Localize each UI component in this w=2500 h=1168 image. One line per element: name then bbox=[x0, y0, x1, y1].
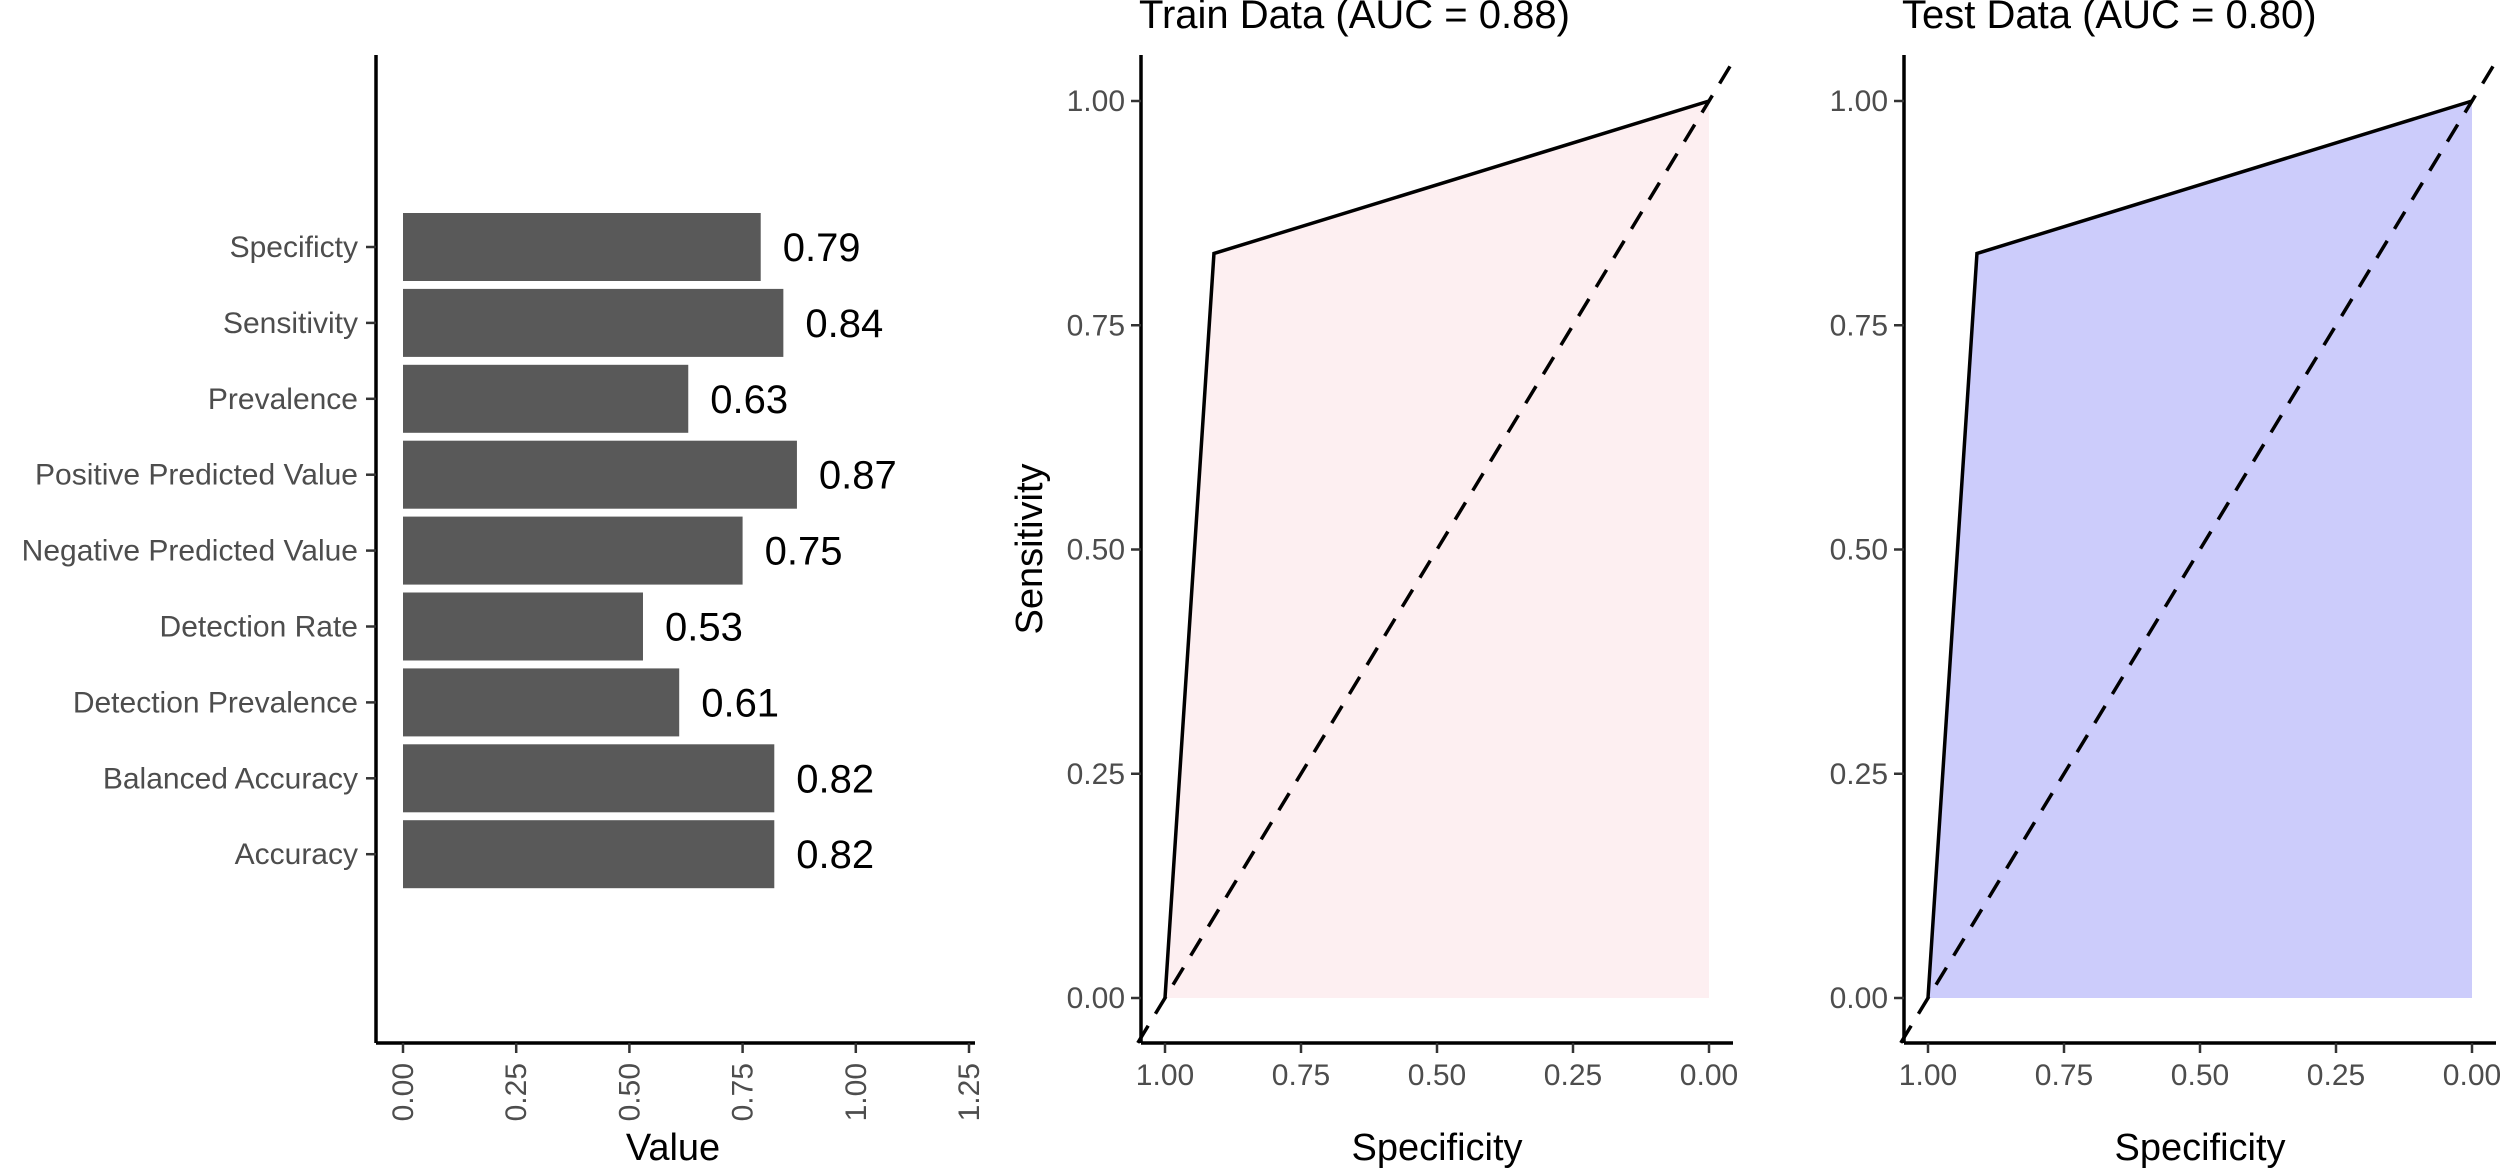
category-label: Detection Prevalence bbox=[73, 686, 358, 719]
data-label: 0.82 bbox=[796, 757, 874, 801]
data-label: 0.84 bbox=[805, 302, 883, 346]
bar bbox=[403, 516, 743, 585]
x-tick-label: 0.75 bbox=[1272, 1059, 1330, 1092]
x-tick-label: 1.00 bbox=[1899, 1059, 1957, 1092]
x-tick-label: 0.75 bbox=[2035, 1059, 2093, 1092]
bar bbox=[403, 592, 643, 661]
bar bbox=[403, 668, 680, 737]
y-tick-label: 0.75 bbox=[1067, 309, 1125, 342]
reference-diagonal bbox=[1899, 55, 2500, 1044]
data-label: 0.53 bbox=[665, 606, 743, 650]
y-tick-label: 0.25 bbox=[1067, 758, 1125, 791]
x-tick-label: 0.50 bbox=[1408, 1059, 1466, 1092]
data-label: 0.61 bbox=[701, 681, 779, 725]
category-label: Sensitivity bbox=[223, 307, 358, 340]
category-label: Prevalence bbox=[208, 383, 358, 416]
data-label: 0.75 bbox=[765, 530, 843, 574]
data-label: 0.79 bbox=[783, 226, 861, 270]
train-roc-chart: 0.00 0.25 0.50 0.75 1.00 1.00 0.75 0.50 0.25 0.00… bbox=[1009, 0, 1738, 1168]
y-tick-label: 1.00 bbox=[1830, 85, 1888, 118]
x-tick-label: 0.25 bbox=[2307, 1059, 2365, 1092]
category-label: Balanced Accuracy bbox=[103, 762, 358, 795]
panel-title: Test Data (AUC = 0.80) bbox=[1902, 0, 2317, 37]
category-label: Negative Predicted Value bbox=[22, 535, 358, 568]
x-tick-label: 1.00 bbox=[840, 1063, 873, 1121]
roc-curve bbox=[1163, 99, 1710, 999]
x-axis-title: Specificity bbox=[2114, 1127, 2285, 1168]
bar bbox=[403, 440, 797, 509]
x-tick-label: 0.50 bbox=[613, 1063, 646, 1121]
y-tick-label: 0.50 bbox=[1067, 534, 1125, 567]
bar bbox=[403, 364, 689, 433]
y-tick-label: 0.50 bbox=[1830, 534, 1888, 567]
data-label: 0.82 bbox=[796, 833, 874, 877]
x-tick-label: 1.25 bbox=[953, 1063, 986, 1121]
y-tick-label: 0.00 bbox=[1067, 982, 1125, 1015]
x-tick-label: 0.50 bbox=[2171, 1059, 2229, 1092]
x-axis-title: Value bbox=[626, 1127, 720, 1168]
x-tick-label: 0.00 bbox=[387, 1063, 420, 1121]
bar bbox=[403, 213, 761, 281]
x-tick-label: 0.25 bbox=[1544, 1059, 1602, 1092]
y-tick-label: 0.75 bbox=[1830, 309, 1888, 342]
category-label: Specificty bbox=[230, 231, 358, 264]
y-axis-title: Sensitivity bbox=[1009, 463, 1051, 634]
test-roc-chart: 0.00 0.25 0.50 0.75 1.00 1.00 0.75 0.50 0.25 0.00… bbox=[1830, 0, 2500, 1168]
x-tick-label: 0.25 bbox=[500, 1063, 533, 1121]
panel-title: Train Data (AUC = 0.88) bbox=[1139, 0, 1570, 37]
x-tick-label: 0.00 bbox=[1680, 1059, 1738, 1092]
reference-diagonal bbox=[1136, 55, 1738, 1044]
x-tick-label: 0.75 bbox=[727, 1063, 760, 1121]
y-tick-label: 1.00 bbox=[1067, 85, 1125, 118]
category-label: Positive Predicted Value bbox=[35, 459, 358, 492]
category-label: Detection Rate bbox=[160, 611, 358, 644]
roc-curve bbox=[1926, 99, 2473, 999]
bar bbox=[403, 820, 775, 889]
data-label: 0.87 bbox=[819, 454, 897, 498]
x-tick-label: 1.00 bbox=[1136, 1059, 1194, 1092]
x-tick-label: 0.00 bbox=[2443, 1059, 2500, 1092]
x-axis-title: Specificity bbox=[1351, 1127, 1522, 1168]
metrics-bar-chart: Specificty 0.79 Sensitivity 0.84 Prevalence 0… bbox=[22, 55, 986, 1168]
bar bbox=[403, 744, 775, 813]
bar bbox=[403, 288, 784, 357]
y-tick-label: 0.00 bbox=[1830, 982, 1888, 1015]
y-tick-label: 0.25 bbox=[1830, 758, 1888, 791]
data-label: 0.63 bbox=[710, 378, 788, 422]
category-label: Accuracy bbox=[235, 838, 358, 871]
